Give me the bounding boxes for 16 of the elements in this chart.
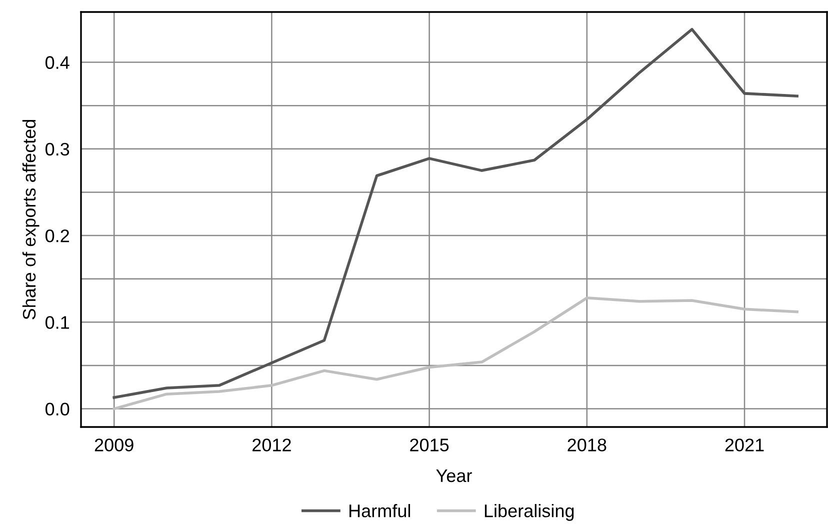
y-tick-label: 0.1 [45,316,70,329]
x-tick-label: 2015 [410,438,449,452]
y-axis-title: Share of exports affected [22,120,40,320]
y-tick-label: 0.2 [45,229,69,242]
x-tick-label: 2012 [252,438,291,452]
y-tick-label: 0.4 [45,56,70,69]
x-tick-label: 2018 [568,438,606,452]
y-tick-label: 0.0 [45,402,70,416]
legend-label: Liberalising [484,504,574,521]
legend-label: Harmful [350,504,410,518]
line-series [112,296,798,410]
line-series [112,28,798,399]
x-tick-label: 2009 [94,438,134,452]
x-tick-label: 2021 [725,438,764,452]
x-axis-title: Year [436,469,472,482]
y-tick-label: 0.3 [45,142,70,156]
